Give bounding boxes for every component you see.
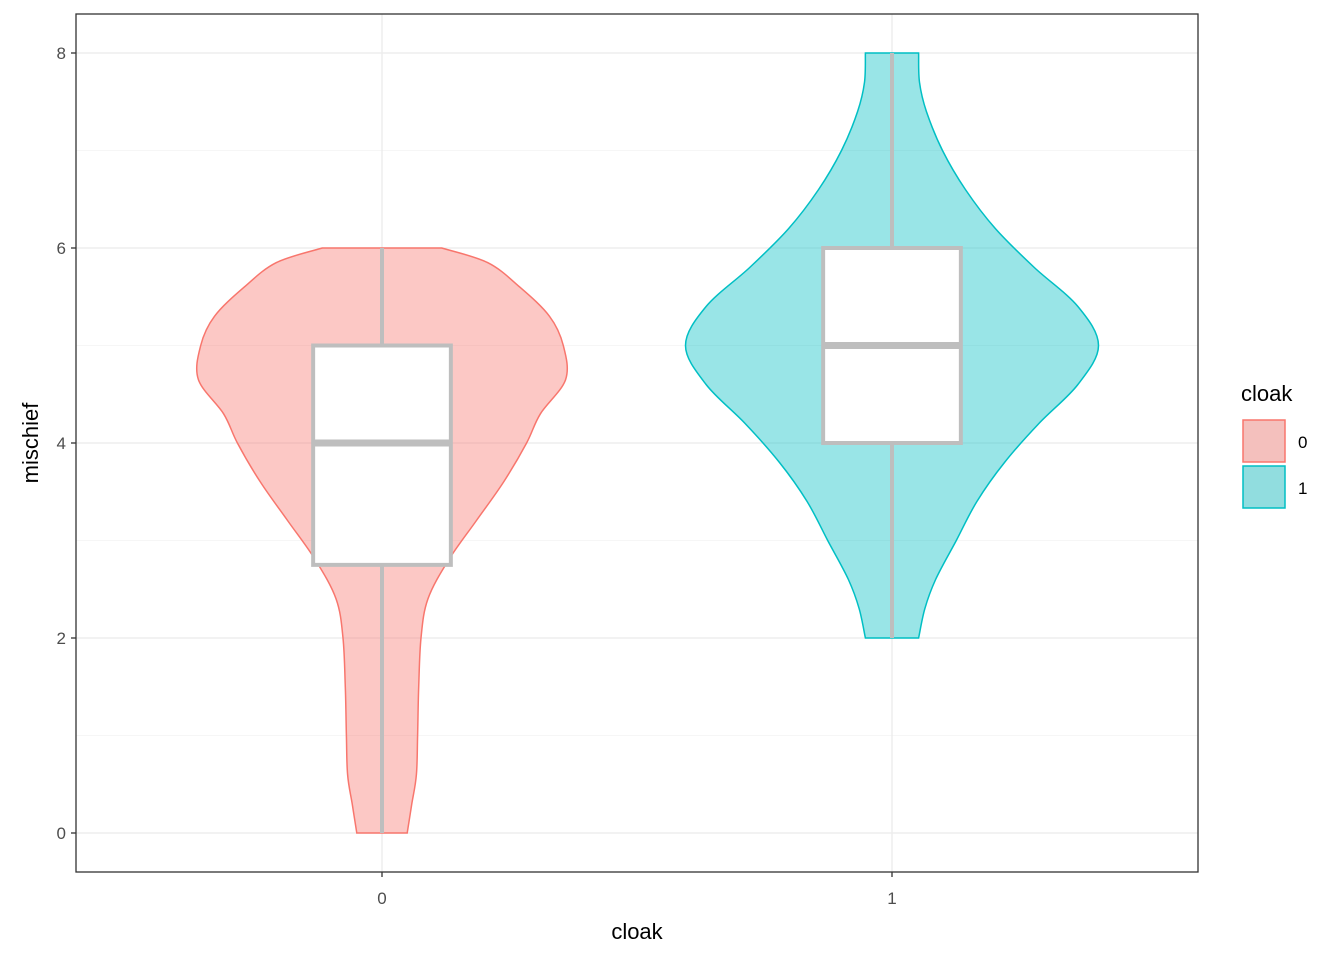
y-axis: 0 2 4 6 8 [57, 44, 76, 843]
y-tick-label: 4 [57, 434, 66, 453]
legend-label-1: 1 [1298, 479, 1307, 498]
legend-swatch-1 [1242, 465, 1286, 509]
y-tick-label: 6 [57, 239, 66, 258]
y-tick-label: 2 [57, 629, 66, 648]
x-tick-label: 1 [887, 889, 896, 908]
box-0 [311, 343, 453, 567]
legend-key-bg [1243, 420, 1285, 462]
legend-key-bg [1243, 466, 1285, 508]
legend-title: cloak [1241, 381, 1293, 406]
legend-swatch-0 [1242, 419, 1286, 463]
legend-label-0: 0 [1298, 433, 1307, 452]
y-tick-label: 8 [57, 44, 66, 63]
boxplots [311, 53, 963, 833]
x-tick-label: 0 [377, 889, 386, 908]
legend: cloak 0 1 [1241, 381, 1307, 509]
y-axis-title: mischief [18, 402, 43, 484]
x-axis-title: cloak [611, 919, 663, 944]
y-tick-label: 0 [57, 824, 66, 843]
